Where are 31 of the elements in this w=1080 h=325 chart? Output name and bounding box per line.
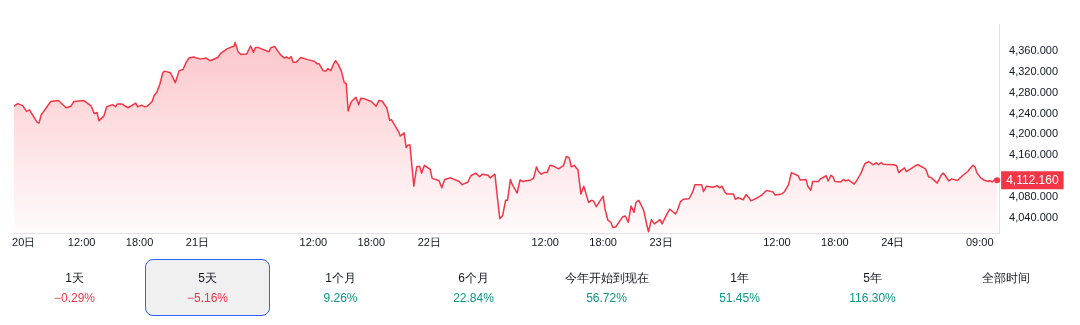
x-tick-label: 20日 — [12, 236, 36, 249]
y-tick-label: 4,040.000 — [1009, 211, 1058, 224]
text: 1年 51.45% — [718, 270, 761, 305]
y-tick-label: 4,280.000 — [1009, 85, 1058, 98]
x-tick-label: 12:00 — [531, 236, 559, 249]
text: 1个月 9.26% — [322, 270, 359, 305]
y-tick-label: 4,160.000 — [1009, 148, 1058, 161]
y-tick-label: 4,360.000 — [1009, 43, 1058, 56]
text: 5天 −5.16% — [185, 270, 229, 305]
y-tick-label: 4,240.000 — [1009, 106, 1058, 119]
text: 全部时间 — [980, 270, 1031, 287]
x-tick-label: 09:00 — [965, 236, 994, 249]
x-tick-label: 18:00 — [589, 236, 617, 249]
x-tick-label: 18:00 — [357, 236, 386, 249]
x-tick-label: 23日 — [649, 236, 673, 249]
x-tick-label: 12:00 — [67, 236, 96, 249]
text: 1天 −0.29% — [52, 270, 96, 305]
y-tick-label: 4,320.000 — [1009, 64, 1058, 77]
y-tick-label: 4,200.000 — [1009, 127, 1058, 140]
x-tick-label: 18:00 — [821, 236, 849, 249]
text: 今年开始到现在 56.72% — [563, 270, 650, 305]
x-tick-label: 12:00 — [763, 236, 791, 249]
x-tick-label: 12:00 — [299, 236, 328, 249]
x-tick-label: 24日 — [881, 236, 905, 249]
text: 6个月 22.84% — [452, 270, 495, 305]
annotation: 4,112.160 — [1006, 172, 1059, 187]
y-tick-label: 4,080.000 — [1009, 190, 1058, 203]
x-tick-label: 21日 — [185, 236, 210, 249]
x-tick-label: 18:00 — [125, 236, 154, 249]
text: 5年 116.30% — [848, 270, 897, 305]
x-tick-label: 22日 — [417, 236, 441, 249]
